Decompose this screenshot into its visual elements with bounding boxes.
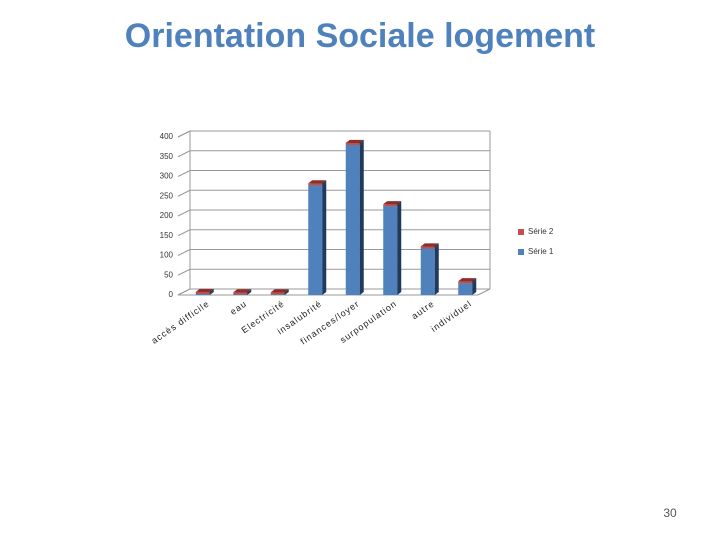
- bar: [458, 278, 477, 284]
- bar-front: [233, 292, 248, 295]
- bar-front: [270, 294, 285, 295]
- bar-front: [270, 292, 285, 295]
- bar-top: [383, 201, 402, 205]
- bar: [233, 289, 252, 295]
- bar: [270, 289, 289, 295]
- bar-side: [472, 280, 477, 295]
- bar: [195, 288, 214, 294]
- bar-side: [359, 141, 364, 295]
- bar: [383, 203, 402, 295]
- bar-front: [420, 246, 435, 249]
- bar-top: [233, 289, 252, 293]
- legend-swatch: [518, 249, 524, 255]
- bar-side: [434, 243, 439, 249]
- bar-front: [195, 291, 210, 294]
- bar-side: [397, 203, 402, 295]
- bar-side: [322, 182, 327, 295]
- bar-front: [383, 204, 398, 207]
- grid-line: [177, 288, 191, 296]
- x-tick-label: eau: [228, 298, 249, 317]
- bar: [345, 139, 364, 145]
- grid-line: [177, 209, 191, 217]
- x-tick-label: accès difficile: [150, 298, 212, 345]
- y-tick-label: 150: [160, 231, 174, 240]
- bar-front: [383, 206, 398, 295]
- bar-front: [233, 294, 248, 295]
- bar-side: [247, 289, 252, 295]
- bar-front: [308, 183, 323, 186]
- bar-front: [195, 293, 210, 295]
- bar-top: [345, 139, 364, 143]
- bar-front: [420, 248, 435, 295]
- x-tick-label: autre: [410, 298, 437, 321]
- bar-side: [322, 180, 327, 186]
- bar-side: [284, 291, 289, 295]
- grid-line: [177, 150, 191, 158]
- y-tick-label: 250: [160, 191, 174, 200]
- grid-line: [177, 189, 191, 197]
- bar-front: [345, 142, 360, 145]
- y-tick-label: 50: [164, 270, 173, 279]
- bar-side: [472, 278, 477, 284]
- y-tick-label: 300: [160, 172, 174, 181]
- grid-line: [177, 268, 191, 276]
- bar: [345, 141, 364, 295]
- legend-label: Série 2: [528, 227, 554, 236]
- bar: [308, 182, 327, 295]
- legend-label: Série 1: [528, 247, 554, 256]
- bar-side: [434, 245, 439, 295]
- chart-title: Orientation Sociale logement: [125, 17, 595, 55]
- y-tick-label: 400: [160, 132, 174, 141]
- bar: [383, 201, 402, 207]
- bar: [420, 243, 439, 249]
- x-tick-label: individuel: [429, 298, 474, 333]
- bar-front: [458, 281, 473, 284]
- bar-front: [308, 185, 323, 295]
- y-tick-label: 0: [169, 290, 174, 299]
- bar-top: [195, 288, 214, 292]
- legend-swatch: [518, 229, 524, 235]
- bar-top: [308, 180, 327, 184]
- bar-side: [209, 290, 214, 295]
- grid-line: [177, 249, 191, 256]
- bar-front: [458, 283, 473, 295]
- floor-right: [477, 288, 491, 296]
- grid-line: [177, 170, 191, 177]
- grid-line: [177, 229, 191, 237]
- bar-side: [209, 288, 214, 294]
- bar-top: [420, 243, 439, 247]
- bar: [308, 180, 327, 186]
- bar-side: [284, 289, 289, 295]
- bar-side: [397, 201, 402, 207]
- bar-top: [458, 278, 477, 282]
- bar-top: [270, 289, 289, 293]
- bar: [420, 245, 439, 295]
- y-tick-label: 350: [160, 152, 174, 161]
- grid-line: [177, 130, 191, 138]
- bar-front: [345, 144, 360, 295]
- y-tick-label: 100: [160, 251, 174, 260]
- bar-side: [359, 139, 364, 145]
- page-number: 30: [663, 506, 677, 520]
- bar-side: [247, 291, 252, 295]
- y-tick-label: 200: [160, 211, 174, 220]
